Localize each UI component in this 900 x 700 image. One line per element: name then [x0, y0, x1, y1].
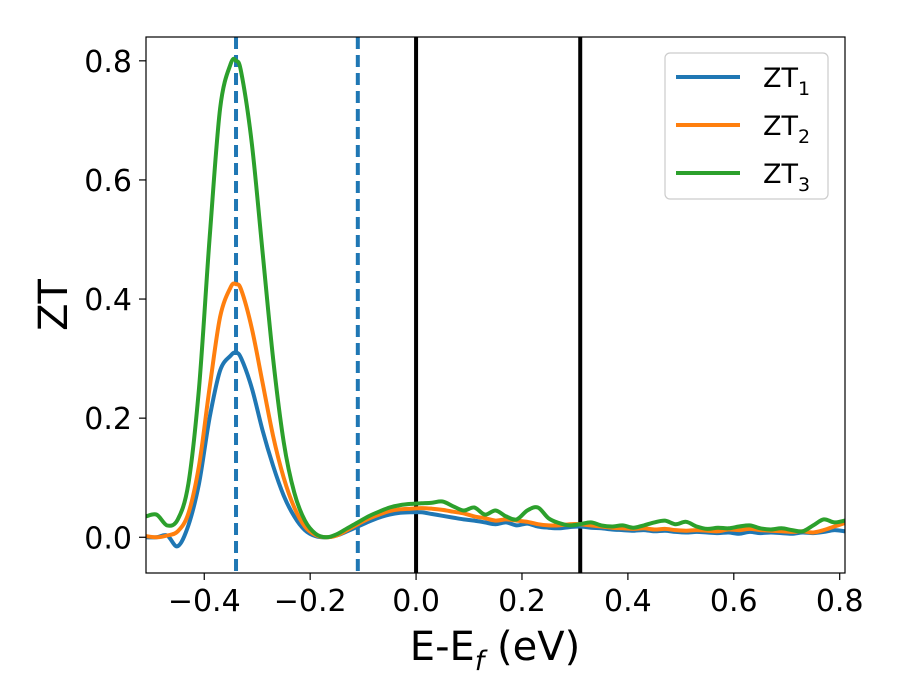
x-tick-label: 0.2: [498, 584, 546, 619]
x-tick-label: 0.8: [816, 584, 864, 619]
y-tick-label: 0.8: [84, 45, 132, 80]
x-tick-label: 0.4: [604, 584, 652, 619]
x-tick-label: −0.2: [274, 584, 347, 619]
legend-box: [664, 52, 829, 200]
vertical-reference-lines: [234, 37, 583, 573]
axis-ticks: −0.4 −0.2 0.0 0.2 0.4 0.6 0.8 0.0 0.2 0.4 0.6 0.8: [84, 45, 863, 619]
series-lines: [146, 56, 845, 549]
y-tick-label: 0.4: [84, 283, 132, 318]
legend: ZT1 ZT2 ZT3: [664, 52, 829, 200]
legend-label-zt3: ZT3: [763, 159, 810, 196]
legend-label-zt2: ZT2: [763, 111, 810, 148]
series-line-zt3: [146, 56, 845, 540]
x-axis-label: E-Ef (eV): [410, 624, 580, 677]
series-line-zt2: [146, 281, 845, 540]
x-tick-label: 0.6: [710, 584, 758, 619]
y-tick-label: 0.0: [84, 521, 132, 556]
y-tick-label: 0.2: [84, 402, 132, 437]
y-tick-label: 0.6: [84, 164, 132, 199]
series-line-zt1: [146, 350, 845, 549]
x-tick-label: 0.0: [392, 584, 440, 619]
plot-frame: [145, 36, 846, 574]
legend-label-zt1: ZT1: [763, 63, 810, 100]
y-axis-label: ZT: [31, 279, 77, 331]
x-tick-label: −0.4: [168, 584, 241, 619]
